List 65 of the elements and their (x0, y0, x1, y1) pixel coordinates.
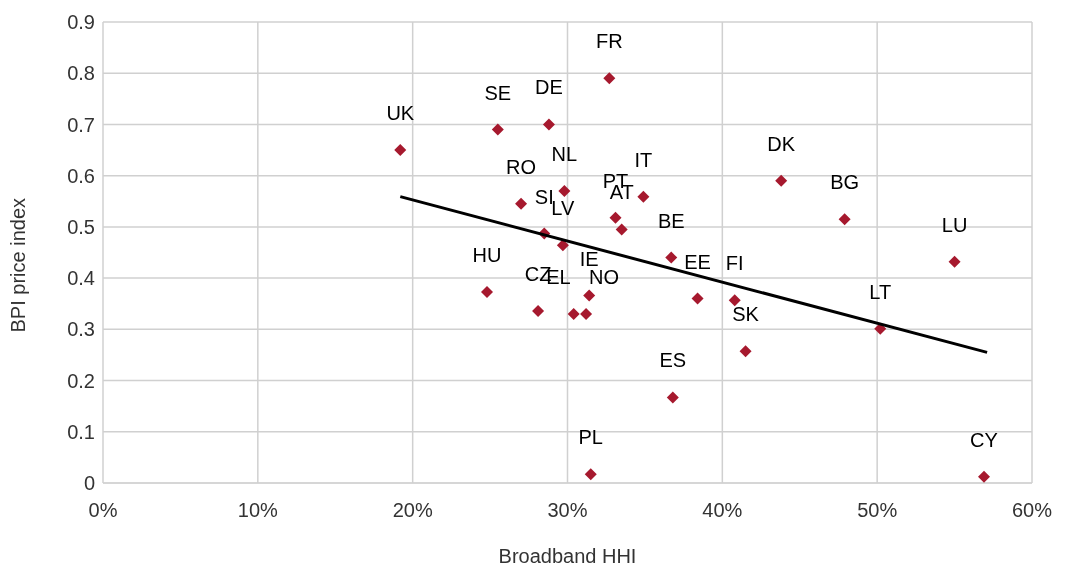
point (978, 470, 990, 483)
data-label: SE (484, 81, 512, 104)
x-tick-label: 50% (857, 499, 898, 522)
point (584, 468, 597, 481)
point (567, 307, 580, 320)
point (491, 123, 504, 136)
point (394, 144, 407, 157)
y-tick-label: 0.3 (67, 318, 95, 341)
point (609, 211, 622, 224)
data-label: UK (386, 102, 415, 125)
data-label: EE (684, 250, 711, 273)
point (948, 255, 961, 268)
y-tick-label: 0.9 (67, 11, 95, 34)
data-label: DK (767, 132, 796, 155)
y-tick-label: 0.8 (67, 62, 95, 85)
data-label: DE (535, 76, 563, 99)
y-tick-label: 0.6 (67, 164, 95, 187)
point (615, 223, 628, 236)
y-tick-label: 0.1 (67, 420, 95, 443)
y-tick-label: 0 (83, 472, 95, 495)
data-label: BG (830, 171, 860, 194)
x-tick-label: 20% (392, 499, 433, 522)
x-tick-label: 10% (237, 499, 279, 522)
data-label: BE (657, 209, 685, 232)
data-label: PL (578, 426, 603, 449)
data-label: CY (970, 428, 998, 451)
data-label: LV (551, 197, 575, 220)
x-tick-label: 60% (1011, 499, 1053, 522)
point (775, 174, 788, 187)
point (874, 322, 887, 335)
point (542, 118, 555, 131)
point (666, 391, 679, 404)
data-label: HU (472, 243, 502, 266)
data-label: SI (534, 185, 554, 208)
y-tick-label: 0.5 (67, 215, 95, 238)
data-label: FR (595, 30, 623, 53)
point (515, 197, 528, 210)
y-tick-label: 0.2 (67, 369, 95, 392)
point (580, 307, 593, 320)
data-label: IT (634, 148, 653, 171)
x-tick-label: 40% (702, 499, 743, 522)
point (728, 294, 741, 307)
point (838, 213, 851, 226)
data-label: FI (725, 252, 744, 275)
y-tick-label: 0.4 (67, 267, 95, 290)
data-label: LU (941, 213, 968, 236)
data-label: RO (506, 155, 537, 178)
y-axis-title: BPI price index (7, 197, 30, 333)
point (583, 289, 596, 302)
point (691, 292, 704, 305)
point (665, 251, 678, 264)
point (480, 285, 493, 298)
point (739, 345, 752, 358)
data-label: ES (659, 349, 687, 372)
point (532, 304, 545, 317)
point (558, 185, 571, 198)
point (637, 190, 650, 203)
point (603, 72, 616, 85)
x-tick-label: 0% (88, 499, 118, 522)
data-label: LT (869, 280, 892, 303)
data-label: NL (551, 143, 578, 166)
x-axis-title: Broadband HHI (498, 545, 637, 567)
data-label: SK (732, 303, 760, 326)
x-tick-label: 30% (547, 499, 588, 522)
y-tick-label: 0.7 (67, 113, 95, 136)
